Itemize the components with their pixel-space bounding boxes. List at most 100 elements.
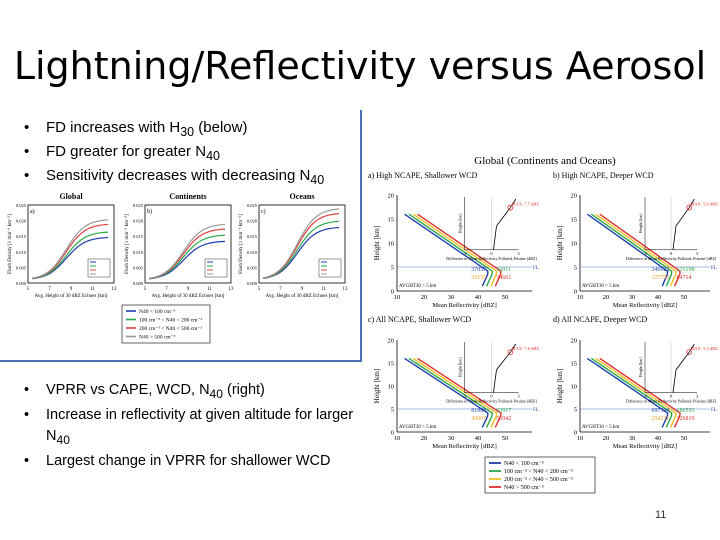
- y-tick-label: 0: [391, 289, 394, 296]
- left-figure-frame: [0, 110, 362, 362]
- flash-density-figure: Global a) 0.000 0.005 0.010 0.015 0.020 0.025 5 7…: [7, 192, 348, 344]
- inset-y-label: Height [km]: [638, 213, 643, 233]
- reflectivity-profile: [586, 357, 669, 428]
- density-curve: [31, 231, 109, 280]
- reflectivity-profile: [599, 213, 681, 287]
- x-axis-label: Mean Reflectivity [dBZ]: [613, 302, 678, 309]
- panel-letter: c): [261, 208, 266, 215]
- y-tick-label: 0.005: [133, 265, 144, 270]
- x-axis-label: Avg. Height of 30 dBZ Echoes [km]: [266, 294, 339, 299]
- reflectivity-profile: [599, 357, 681, 428]
- reflectivity-profile-figure: Global (Continents and Oceans) a) High NC…: [368, 155, 718, 494]
- y-tick-label: 0.000: [16, 281, 27, 286]
- reflectivity-profile: [408, 357, 493, 428]
- reflectivity-profile: [590, 213, 673, 287]
- inset-x-tick: -3: [463, 394, 467, 399]
- y-axis-label: Height [km]: [373, 369, 381, 403]
- x-tick-label: 40: [655, 435, 662, 442]
- y-tick-label: 5: [391, 407, 394, 414]
- density-curve: [31, 219, 109, 279]
- y-tick-label: 10: [388, 384, 395, 391]
- y-axis-label: Flash Density [1 min⁻¹ km⁻²]: [238, 214, 244, 274]
- x-tick-label: 50: [681, 294, 688, 301]
- y-axis-label: Height [km]: [373, 226, 381, 260]
- x-axis-label: Mean Reflectivity [dBZ]: [613, 443, 678, 450]
- y-tick-label: 15: [571, 217, 578, 224]
- sample-count: 254211: [652, 416, 670, 422]
- y-tick-label: 20: [388, 193, 395, 200]
- avg-height-label: AVGHT30 > 5 km: [399, 425, 436, 430]
- y-tick-label: 0.005: [16, 265, 27, 270]
- y-tick-label: 10: [388, 241, 395, 248]
- panel-legend-box: [87, 258, 111, 278]
- bullet-item: Largest change in VPRR for shallower WCD: [24, 451, 359, 476]
- x-tick-label: 11: [207, 287, 212, 292]
- bullet-item: FD increases with H30 (below): [24, 118, 324, 142]
- y-tick-label: 20: [571, 338, 578, 345]
- y-tick-label: 20: [388, 338, 395, 345]
- inset-difference-curve: [493, 343, 517, 393]
- inset-x-label: Difference in Mean Reflectivity Polluted…: [446, 256, 537, 261]
- avg-height-label: AVGHT30 > 5 km: [582, 284, 619, 289]
- y-axis-label: Flash Density [1 min⁻¹ km⁻²]: [7, 214, 13, 274]
- x-tick-label: 30: [448, 294, 455, 301]
- sample-count: 33159: [471, 275, 486, 281]
- y-tick-label: 0.020: [133, 219, 144, 224]
- x-tick-label: 50: [681, 435, 688, 442]
- x-tick-label: 10: [577, 294, 584, 301]
- inset-x-tick: 0: [490, 394, 493, 399]
- inset-x-tick: 3: [696, 394, 699, 399]
- x-tick-label: 30: [448, 435, 455, 442]
- y-tick-label: 0.010: [133, 250, 144, 255]
- y-tick-label: 5: [391, 265, 394, 272]
- y-tick-label: 0.005: [247, 265, 258, 270]
- panel-label: b) High NCAPE, Deeper WCD: [553, 171, 654, 180]
- x-tick-label: 7: [279, 287, 282, 292]
- inset-difference-curve: [493, 198, 517, 250]
- legend-label: N40 < 100 cm⁻³: [504, 461, 544, 467]
- reflectivity-profile: [404, 357, 489, 428]
- panel-letter: b): [147, 208, 152, 215]
- panel-legend-box: [318, 258, 342, 278]
- page-number: 11: [655, 509, 667, 521]
- inset-x-tick: 3: [517, 394, 520, 399]
- x-tick-label: 7: [165, 287, 168, 292]
- y-tick-label: 15: [571, 361, 578, 368]
- reflectivity-profile: [595, 357, 677, 428]
- y-axis-label: Height [km]: [556, 226, 564, 260]
- panel-frame: [27, 204, 115, 284]
- reflectivity-profile: [404, 213, 489, 287]
- y-tick-label: 0: [574, 289, 577, 296]
- y-tick-label: 0.015: [247, 234, 258, 239]
- inset-x-tick: 0: [490, 251, 493, 256]
- panel-label: a) High NCAPE, Shallower WCD: [368, 171, 478, 180]
- x-tick-label: 50: [502, 435, 509, 442]
- freezing-level-label: FL: [711, 266, 717, 271]
- x-tick-label: 50: [502, 294, 509, 301]
- y-tick-label: 10: [571, 241, 578, 248]
- x-tick-label: 20: [603, 294, 610, 301]
- sample-count: 43007: [471, 416, 486, 422]
- x-tick-label: 9: [301, 287, 304, 292]
- legend-label: N40 > 500 cm⁻³: [504, 485, 544, 491]
- slide-title: Lightning/Reflectivity versus Aerosol: [13, 44, 707, 88]
- y-tick-label: 10: [571, 384, 578, 391]
- figure-title: Global (Continents and Oceans): [474, 155, 616, 167]
- sample-count: 135198: [677, 267, 695, 273]
- bullet-item: FD greater for greater N40: [24, 142, 324, 166]
- inset-x-tick: 0: [670, 394, 673, 399]
- x-tick-label: 10: [577, 435, 584, 442]
- x-tick-label: 5: [258, 287, 261, 292]
- inset-x-tick: -3: [463, 251, 467, 256]
- max-label: MAX: 7.6 dBZ: [511, 346, 539, 351]
- top-bullet-list: FD increases with H30 (below) FD greater…: [24, 118, 324, 190]
- legend-label: 100 cm⁻³ < N40 < 200 cm⁻³: [504, 469, 573, 475]
- sample-count: 23917: [496, 408, 511, 414]
- x-tick-label: 20: [421, 435, 428, 442]
- legend-label: N40 > 500 cm⁻³: [139, 335, 176, 341]
- sample-count: 81986: [471, 408, 486, 414]
- y-tick-label: 0.025: [16, 203, 27, 208]
- y-tick-label: 0.010: [247, 250, 258, 255]
- y-tick-label: 5: [574, 265, 577, 272]
- avg-height-label: AVGHT30 > 5 km: [399, 284, 436, 289]
